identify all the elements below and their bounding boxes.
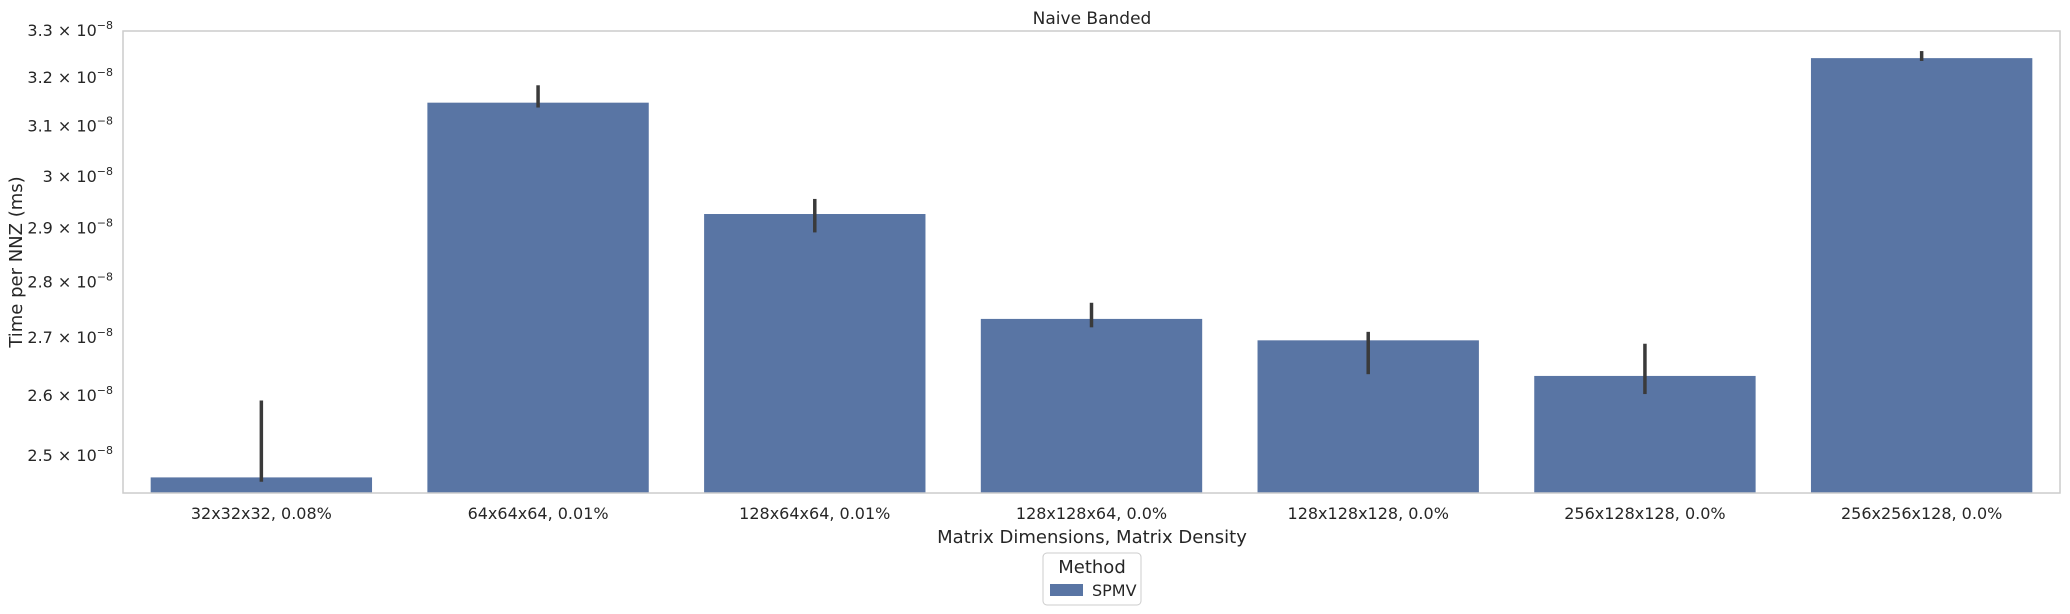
bar (150, 477, 373, 493)
plot-frame (122, 30, 2061, 494)
y-tick-label: 2.7 × 10−8 (27, 326, 113, 347)
bar (427, 102, 649, 493)
x-tick-label: 128x64x64, 0.01% (739, 504, 890, 523)
x-tick-label: 256x256x128, 0.0% (1841, 504, 2002, 523)
legend-item-label: SPMV (1092, 581, 1137, 600)
bar (980, 318, 1203, 493)
y-tick-label: 3.2 × 10−8 (27, 66, 113, 87)
legend-title: Method (1058, 557, 1126, 578)
y-tick-label: 3 × 10−8 (43, 165, 113, 186)
bars-layer (150, 58, 2033, 493)
x-axis-ticks: 32x32x32, 0.08% 64x64x64, 0.01% 128x64x64,… (191, 504, 2002, 523)
y-tick-label: 3.1 × 10−8 (27, 115, 113, 136)
chart-title: Naive Banded (1033, 9, 1152, 29)
x-tick-label: 128x128x128, 0.0% (1288, 504, 1449, 523)
x-tick-label: 128x128x64, 0.0% (1016, 504, 1167, 523)
y-tick-label: 2.6 × 10−8 (27, 384, 113, 405)
y-tick-label: 2.9 × 10−8 (27, 217, 113, 238)
y-tick-label: 2.8 × 10−8 (27, 270, 113, 291)
legend: Method SPMV (1042, 552, 1142, 606)
y-axis-ticks: 2.5 × 10−8 2.6 × 10−8 2.7 × 10−8 2.8 × 10−8… (27, 19, 113, 465)
x-tick-label: 256x128x128, 0.0% (1564, 504, 1725, 523)
y-tick-label: 2.5 × 10−8 (27, 444, 113, 465)
error-bars-layer (259, 51, 1924, 482)
bar (704, 214, 926, 493)
bar (1534, 375, 1756, 493)
bar (1810, 58, 2033, 493)
x-tick-label: 64x64x64, 0.01% (468, 504, 609, 523)
x-tick-label: 32x32x32, 0.08% (191, 504, 332, 523)
y-tick-label: 3.3 × 10−8 (27, 19, 113, 40)
legend-swatch (1050, 584, 1083, 596)
y-axis-label: Time per NNZ (ms) (6, 176, 27, 348)
x-axis-label: Matrix Dimensions, Matrix Density (937, 527, 1247, 548)
